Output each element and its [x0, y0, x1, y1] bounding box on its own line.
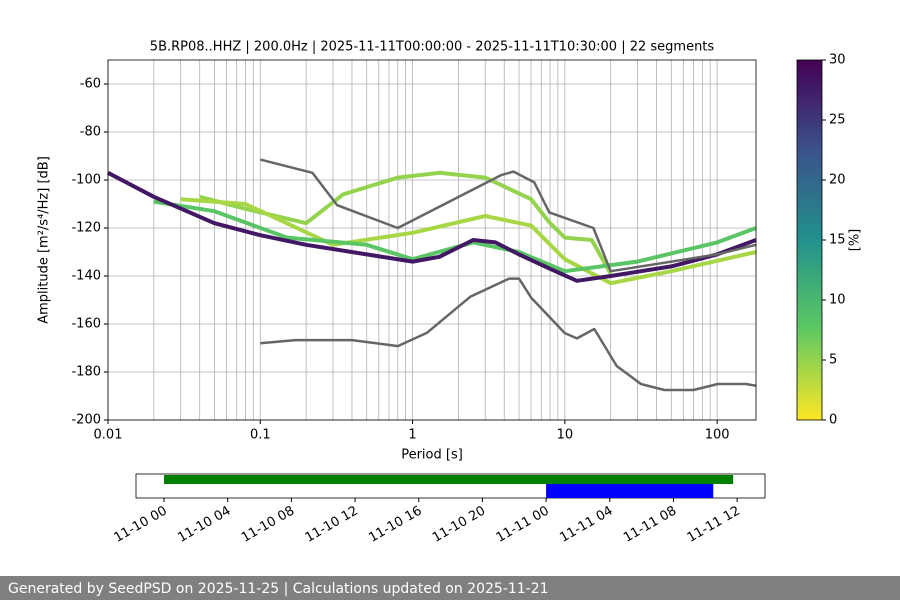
noise-model: [260, 277, 757, 392]
y-axis-label: Amplitude [m²/s⁴/Hz] [dB]: [37, 156, 52, 324]
y-tick-label: -160: [71, 317, 101, 332]
footer: Generated by SeedPSD on 2025-11-25 | Cal…: [8, 581, 549, 597]
colorbar-tick-label: 0: [829, 413, 837, 428]
y-tick-label: -120: [71, 221, 101, 236]
x-tick-label: 11-11 04: [557, 504, 615, 546]
density-trace: [180, 197, 757, 286]
y-tick-label: -180: [71, 365, 101, 380]
colorbar-tick-label: 30: [829, 53, 846, 68]
colorbar-tick-label: 15: [829, 233, 846, 248]
colorbar: [796, 59, 823, 421]
y-tick-label: -80: [80, 125, 101, 140]
colorbar-tick-label: 20: [829, 173, 846, 188]
x-axis-label: Period [s]: [401, 448, 463, 463]
x-tick-label: 0.1: [250, 428, 271, 443]
x-tick-label: 100: [705, 428, 730, 443]
colorbar-tick-label: 10: [829, 293, 846, 308]
y-tick-label: -140: [71, 269, 101, 284]
colorbar-tick-label: 5: [829, 353, 837, 368]
colorbar-label: [%]: [848, 229, 863, 252]
x-tick-label: 11-10 00: [112, 504, 170, 546]
coverage-bar: [546, 484, 714, 498]
x-tick-label: 1: [408, 428, 416, 443]
y-tick-label: -200: [71, 413, 101, 428]
x-tick-label: 11-10 04: [175, 504, 233, 546]
density-trace: [153, 199, 757, 274]
density-trace: [199, 170, 613, 275]
footer-bar: [0, 576, 900, 600]
coverage-bar: [164, 475, 734, 484]
x-tick-label: 11-10 16: [366, 504, 424, 546]
colorbar-tick-label: 25: [829, 113, 846, 128]
density-trace: [107, 171, 757, 283]
x-tick-label: 11-10 08: [239, 504, 297, 546]
y-tick-label: -100: [71, 173, 101, 188]
y-tick-label: -60: [80, 77, 101, 92]
x-tick-label: 11-11 00: [494, 504, 552, 546]
chart-title: 5B.RP08..HHZ | 200.0Hz | 2025-11-11T00:0…: [150, 40, 715, 55]
x-tick-label: 11-10 12: [303, 504, 361, 546]
x-tick-label: 10: [557, 428, 574, 443]
x-tick-label: 11-10 20: [430, 504, 488, 546]
noise-model: [259, 158, 757, 273]
plot-frame: [107, 59, 757, 421]
x-tick-label: 11-11 12: [685, 504, 743, 546]
plot-area: [108, 60, 756, 420]
x-tick-label: 11-11 08: [621, 504, 679, 546]
x-tick-label: 0.01: [94, 428, 123, 443]
